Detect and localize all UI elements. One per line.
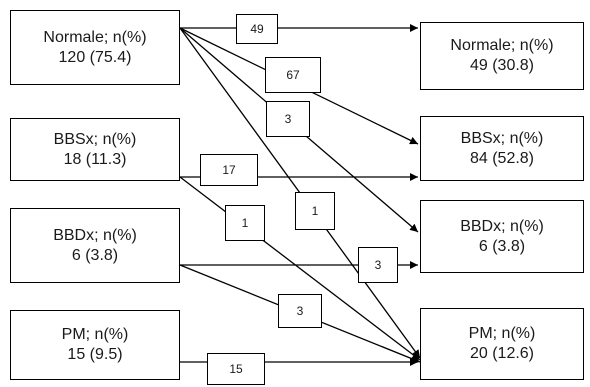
flow-label-bbsx-pm: 1 <box>225 205 265 241</box>
arrow-bbsx-to-pm <box>179 176 421 361</box>
left-box-bbdx-value: 6 (3.8) <box>71 246 119 264</box>
flow-label-normale-bbsx: 67 <box>265 57 321 93</box>
right-box-bbdx: BBDx; n(%) 6 (3.8) <box>420 200 584 273</box>
flow-count: 17 <box>222 163 236 177</box>
right-box-pm-title: PM; n(%) <box>468 325 536 342</box>
right-box-normale-value: 49 (30.8) <box>469 57 535 74</box>
left-box-bbdx: BBDx; n(%) 6 (3.8) <box>10 208 180 283</box>
left-box-pm-title: PM; n(%) <box>61 326 129 343</box>
flow-label-normale-normale: 49 <box>236 14 278 44</box>
right-box-bbdx-value: 6 (3.8) <box>478 237 526 255</box>
left-box-normale-value: 120 (75.4) <box>58 48 132 66</box>
right-box-normale-title: Normale; n(%) <box>450 37 554 54</box>
left-box-bbsx-title: BBSx; n(%) <box>53 130 137 148</box>
flow-label-normale-bbdx: 3 <box>266 101 310 137</box>
right-box-bbdx-title: BBDx; n(%) <box>460 217 544 235</box>
right-box-normale: Normale; n(%) 49 (30.8) <box>420 22 584 90</box>
flow-count: 15 <box>229 362 243 376</box>
flow-count: 3 <box>374 258 382 272</box>
flow-count: 3 <box>296 304 304 318</box>
flow-label-bbdx-pm: 3 <box>278 294 322 328</box>
flow-count: 49 <box>250 22 264 36</box>
flow-count: 1 <box>311 204 319 218</box>
right-box-bbsx-title: BBSx; n(%) <box>460 129 544 147</box>
flow-count: 3 <box>284 112 292 126</box>
right-box-bbsx: BBSx; n(%) 84 (52.8) <box>420 116 584 181</box>
left-box-pm: PM; n(%) 15 (9.5) <box>10 310 180 380</box>
flow-label-pm-pm: 15 <box>207 353 265 385</box>
flow-count: 1 <box>241 216 249 230</box>
left-box-bbsx: BBSx; n(%) 18 (11.3) <box>10 118 180 181</box>
flow-label-normale-pm: 1 <box>295 192 335 230</box>
flow-label-bbsx-bbsx: 17 <box>200 154 258 186</box>
left-box-normale-title: Normale; n(%) <box>43 28 147 46</box>
left-box-normale: Normale; n(%) 120 (75.4) <box>10 10 180 85</box>
left-box-bbsx-value: 18 (11.3) <box>63 150 127 168</box>
right-box-pm: PM; n(%) 20 (12.6) <box>420 308 584 380</box>
flow-count: 67 <box>286 68 300 82</box>
right-box-bbsx-value: 84 (52.8) <box>469 149 535 167</box>
flow-label-bbdx-bbdx: 3 <box>358 247 398 283</box>
left-box-pm-value: 15 (9.5) <box>67 346 123 363</box>
left-box-bbdx-title: BBDx; n(%) <box>53 226 137 244</box>
right-box-pm-value: 20 (12.6) <box>469 345 535 362</box>
